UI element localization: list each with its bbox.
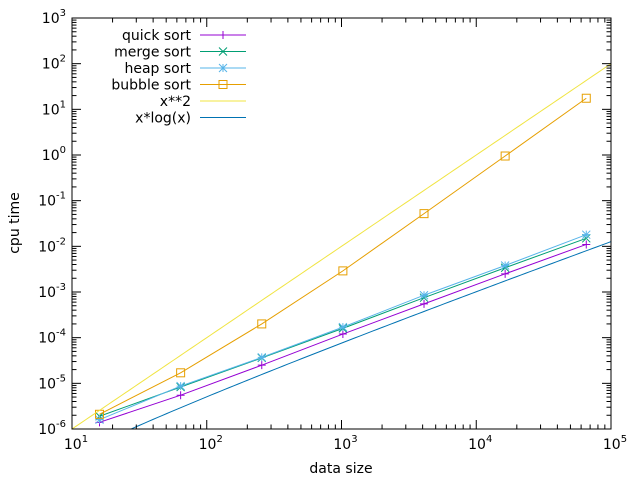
data-point — [257, 319, 267, 329]
legend-item: x*log(x) — [135, 111, 246, 127]
legend-marker — [218, 63, 228, 73]
x-tick-label: 101 — [64, 434, 88, 453]
data-point — [176, 381, 185, 391]
y-axis-title: cpu time — [7, 192, 23, 254]
data-point — [338, 266, 348, 276]
data-point — [500, 261, 510, 270]
series-layer — [72, 63, 611, 429]
x-tick-label: 103 — [333, 434, 357, 453]
y-tick-label: 100 — [42, 145, 66, 164]
data-point — [338, 322, 348, 332]
legend-item: heap sort — [124, 61, 246, 77]
legend-label: quick sort — [122, 28, 192, 44]
y-tick-label: 101 — [42, 99, 66, 118]
legend-label: x**2 — [160, 94, 191, 110]
data-point — [581, 93, 591, 103]
series-x-2 — [72, 63, 611, 429]
data-point — [419, 290, 429, 300]
y-tick-label: 103 — [42, 8, 66, 27]
series-line — [72, 63, 611, 429]
y-tick-label: 10-4 — [38, 328, 66, 347]
data-point — [582, 240, 591, 249]
legend-marker — [218, 80, 228, 89]
x-tick-label: 104 — [468, 434, 492, 453]
legend-marker — [218, 47, 228, 56]
data-point — [581, 230, 591, 240]
data-point — [257, 353, 267, 362]
data-point — [176, 391, 185, 400]
data-point — [338, 330, 347, 339]
y-tick-label: 10-5 — [38, 373, 66, 392]
series-x-log-x — [129, 241, 611, 429]
data-point — [257, 361, 266, 370]
y-tick-label: 10-3 — [38, 282, 66, 301]
y-tick-label: 10-2 — [38, 236, 66, 255]
data-point — [500, 151, 510, 161]
data-point — [419, 209, 429, 219]
series-line — [129, 241, 611, 429]
y-tick-label: 102 — [42, 54, 66, 73]
data-point — [176, 368, 186, 378]
x-tick-label: 102 — [199, 434, 223, 453]
data-point — [420, 299, 429, 308]
ticks-layer: 101 102 103 104 105 10-6 10-5 10-4 10-3 10-2 10-1 1… — [38, 8, 627, 453]
y-tick-label: 10-1 — [38, 191, 66, 210]
series-line — [99, 97, 587, 415]
x-tick-label: 105 — [603, 434, 627, 453]
series-heap-sort — [95, 230, 591, 425]
legend-label: bubble sort — [111, 78, 191, 94]
y-tick-label: 10-6 — [38, 419, 66, 438]
legend-marker — [219, 31, 227, 39]
series-quick-sort — [95, 240, 591, 427]
legend-item: x**2 — [160, 94, 246, 110]
data-point — [501, 269, 510, 278]
legend-label: merge sort — [114, 45, 191, 61]
legend-item: merge sort — [114, 45, 246, 61]
legend-label: x*log(x) — [135, 111, 191, 127]
legend-item: bubble sort — [111, 78, 246, 94]
legend-label: heap sort — [124, 61, 191, 77]
legend-item: quick sort — [122, 28, 246, 44]
series-bubble-sort — [95, 93, 591, 419]
x-axis-title: data size — [309, 461, 372, 477]
data-point — [95, 415, 104, 425]
